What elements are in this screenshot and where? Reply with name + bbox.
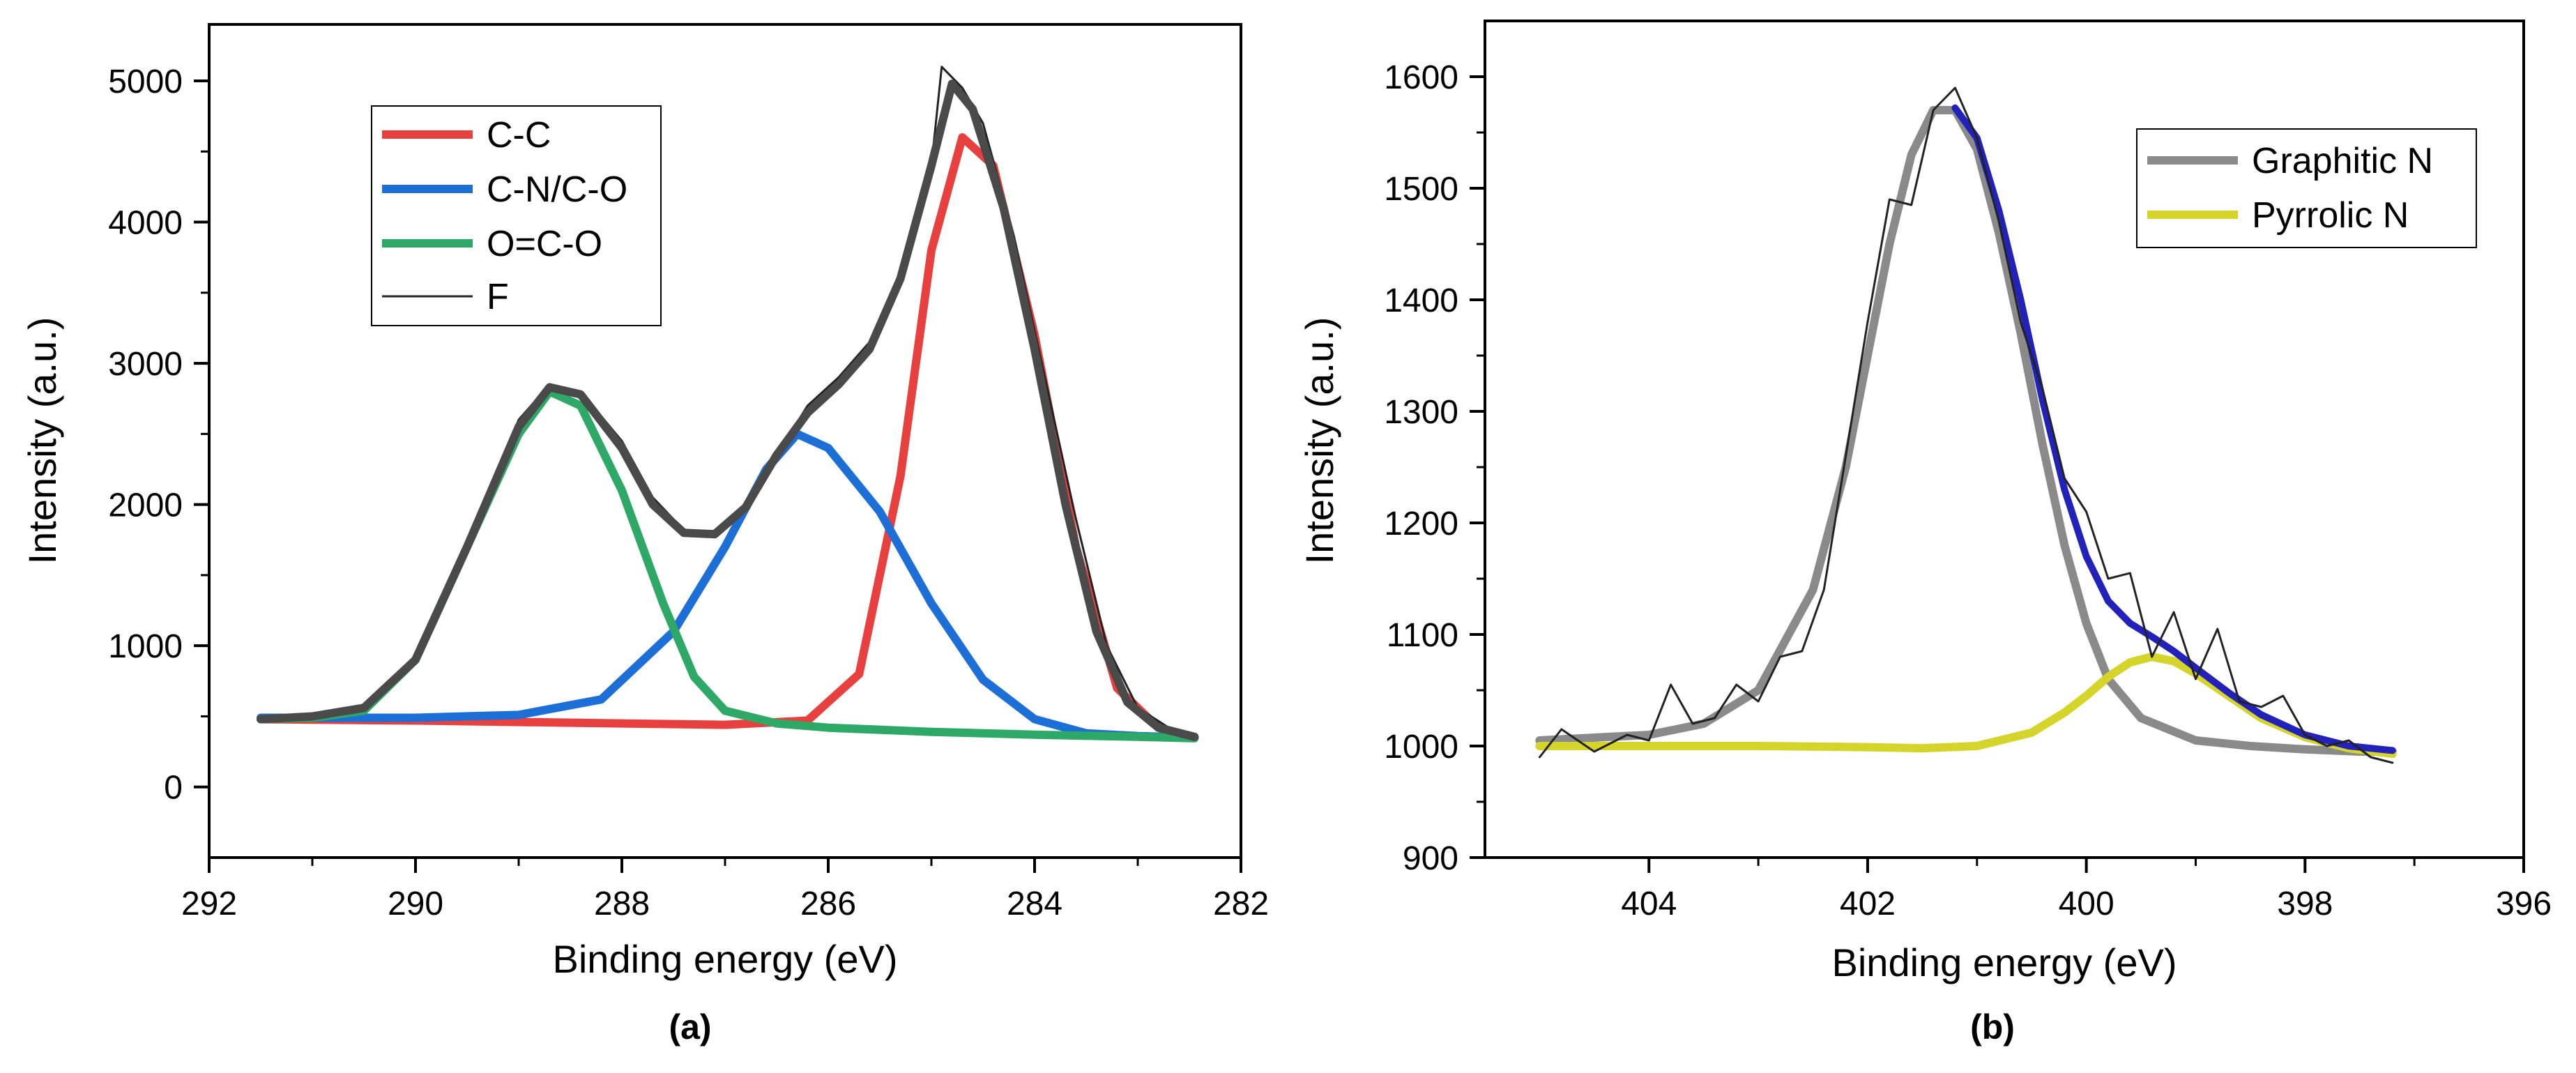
series-line-c-n-c-o-a xyxy=(257,429,1199,742)
x-tick-label-b: 400 xyxy=(2059,885,2114,922)
y-tick-label-b: 1200 xyxy=(1384,505,1458,542)
series-line-raw-b xyxy=(1538,86,2394,764)
x-tick-label-a: 292 xyxy=(181,885,237,922)
y-tick-label-b: 1000 xyxy=(1384,729,1458,766)
panel-label-a: (a) xyxy=(669,1007,711,1047)
series-line-envelope-b xyxy=(1951,104,2396,754)
legend-label-c-n-c-o: C-N/C-O xyxy=(487,169,627,210)
y-tick-label-a: 5000 xyxy=(108,63,183,100)
legend-label-f: F xyxy=(487,277,509,317)
legend-label-c-c: C-C xyxy=(487,115,551,155)
x-tick-label-b: 396 xyxy=(2496,885,2552,922)
panel-label-b: (b) xyxy=(1970,1007,2015,1047)
series-group-b xyxy=(1535,86,2397,764)
x-tick-label-b: 404 xyxy=(1621,885,1677,922)
legend-a: C-C C-N/C-O O=C-O F xyxy=(371,105,662,326)
y-tick-label-a: 4000 xyxy=(108,205,183,242)
y-tick-label-b: 1600 xyxy=(1384,59,1458,96)
series-group-a xyxy=(257,66,1199,743)
legend-label-o-c-o: O=C-O xyxy=(487,224,602,264)
tick-group-b: 404 402 400 398 396 900 1000 1100 1200 1300 1400 15… xyxy=(1384,59,2552,922)
y-tick-label-a: 2000 xyxy=(108,487,183,524)
y-tick-label-b: 900 xyxy=(1403,840,1458,877)
tick-group-a: 292 290 288 286 284 282 0 1000 2000 3000 4000 5000 xyxy=(108,63,1269,922)
x-tick-label-b: 402 xyxy=(1840,885,1896,922)
y-tick-label-b: 1300 xyxy=(1384,394,1458,431)
legend-box-b xyxy=(2136,128,2477,248)
y-axis-title-a: Intensity (a.u.) xyxy=(20,317,64,565)
chart-panel-b: 404 402 400 398 396 900 1000 1100 1200 1300 1400 15… xyxy=(1297,20,2552,1047)
series-line-graphitic-n-b xyxy=(1535,106,2397,756)
x-tick-label-a: 282 xyxy=(1213,885,1269,922)
legend-box-a xyxy=(371,105,662,326)
chart-panel-a: 292 290 288 286 284 282010002000300040005000 … xyxy=(20,23,1269,1047)
legend-b: Graphitic N Pyrrolic N xyxy=(2136,128,2477,248)
series-line-envelope-a xyxy=(257,79,1199,741)
x-tick-label-a: 288 xyxy=(594,885,650,922)
x-tick-label-a: 290 xyxy=(388,885,443,922)
plot-frame-b xyxy=(1484,20,2525,859)
y-tick-label-b: 1100 xyxy=(1387,617,1458,654)
y-tick-label-a: 0 xyxy=(164,770,183,807)
y-tick-label-a: 1000 xyxy=(108,628,183,665)
x-tick-label-a: 286 xyxy=(800,885,856,922)
x-axis-title-a: Binding energy (eV) xyxy=(553,937,898,981)
legend-label-pyrrolic-n: Pyrrolic N xyxy=(2252,195,2409,236)
y-axis-title-b: Intensity (a.u.) xyxy=(1297,317,1341,565)
x-axis-title-b: Binding energy (eV) xyxy=(1832,941,2177,984)
x-tick-label-b: 398 xyxy=(2277,885,2333,922)
x-tick-label-a: 284 xyxy=(1007,885,1062,922)
y-tick-label-b: 1500 xyxy=(1384,171,1458,208)
legend-label-graphitic-n: Graphitic N xyxy=(2252,141,2433,181)
y-tick-label-a: 3000 xyxy=(108,346,183,383)
y-tick-label-b: 1400 xyxy=(1384,282,1458,319)
